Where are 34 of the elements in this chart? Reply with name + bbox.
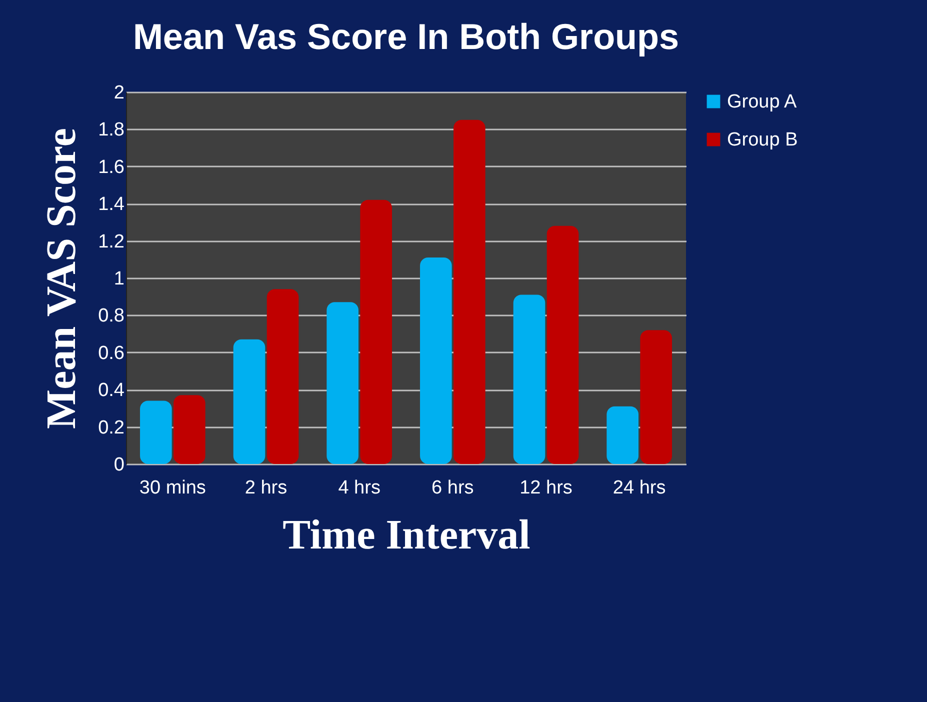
y-tick-label: 1.2 — [98, 231, 124, 252]
bar — [513, 294, 546, 464]
x-tick-label: 30 mins — [139, 478, 206, 498]
bar — [174, 395, 206, 464]
bar — [420, 258, 452, 464]
bar — [606, 406, 638, 464]
y-tick-label: 1.8 — [98, 120, 124, 141]
bar — [266, 289, 299, 464]
legend-label: Group A — [727, 92, 798, 112]
y-tick-label: 1 — [114, 268, 124, 290]
y-axis-title: Mean VAS Score — [39, 128, 86, 430]
chart-title: Mean Vas Score In Both Groups — [132, 16, 680, 57]
bar — [140, 400, 172, 464]
legend-label: Group B — [727, 130, 798, 150]
bar — [326, 302, 358, 464]
y-tick-label: 0.6 — [98, 342, 124, 364]
y-tick-label: 1.6 — [98, 156, 124, 178]
bar — [360, 200, 392, 464]
bar — [546, 226, 579, 464]
x-tick-label: 4 hrs — [338, 478, 380, 498]
y-tick-label: 0 — [114, 454, 124, 476]
x-tick-label: 6 hrs — [432, 478, 474, 498]
x-tick-label: 24 hrs — [612, 478, 666, 498]
bar — [454, 120, 486, 464]
y-tick-label: 0.2 — [98, 417, 124, 438]
bar — [640, 330, 672, 464]
y-tick-label: 0.4 — [98, 380, 125, 402]
y-tick-label: 2 — [114, 82, 124, 104]
y-tick-label: 0.8 — [98, 306, 124, 327]
x-tick-label: 12 hrs — [520, 478, 572, 498]
bar — [233, 339, 266, 464]
y-tick-label: 1.4 — [98, 194, 125, 216]
x-axis-title: Time Interval — [282, 512, 530, 558]
x-tick-label: 2 hrs — [244, 478, 288, 498]
